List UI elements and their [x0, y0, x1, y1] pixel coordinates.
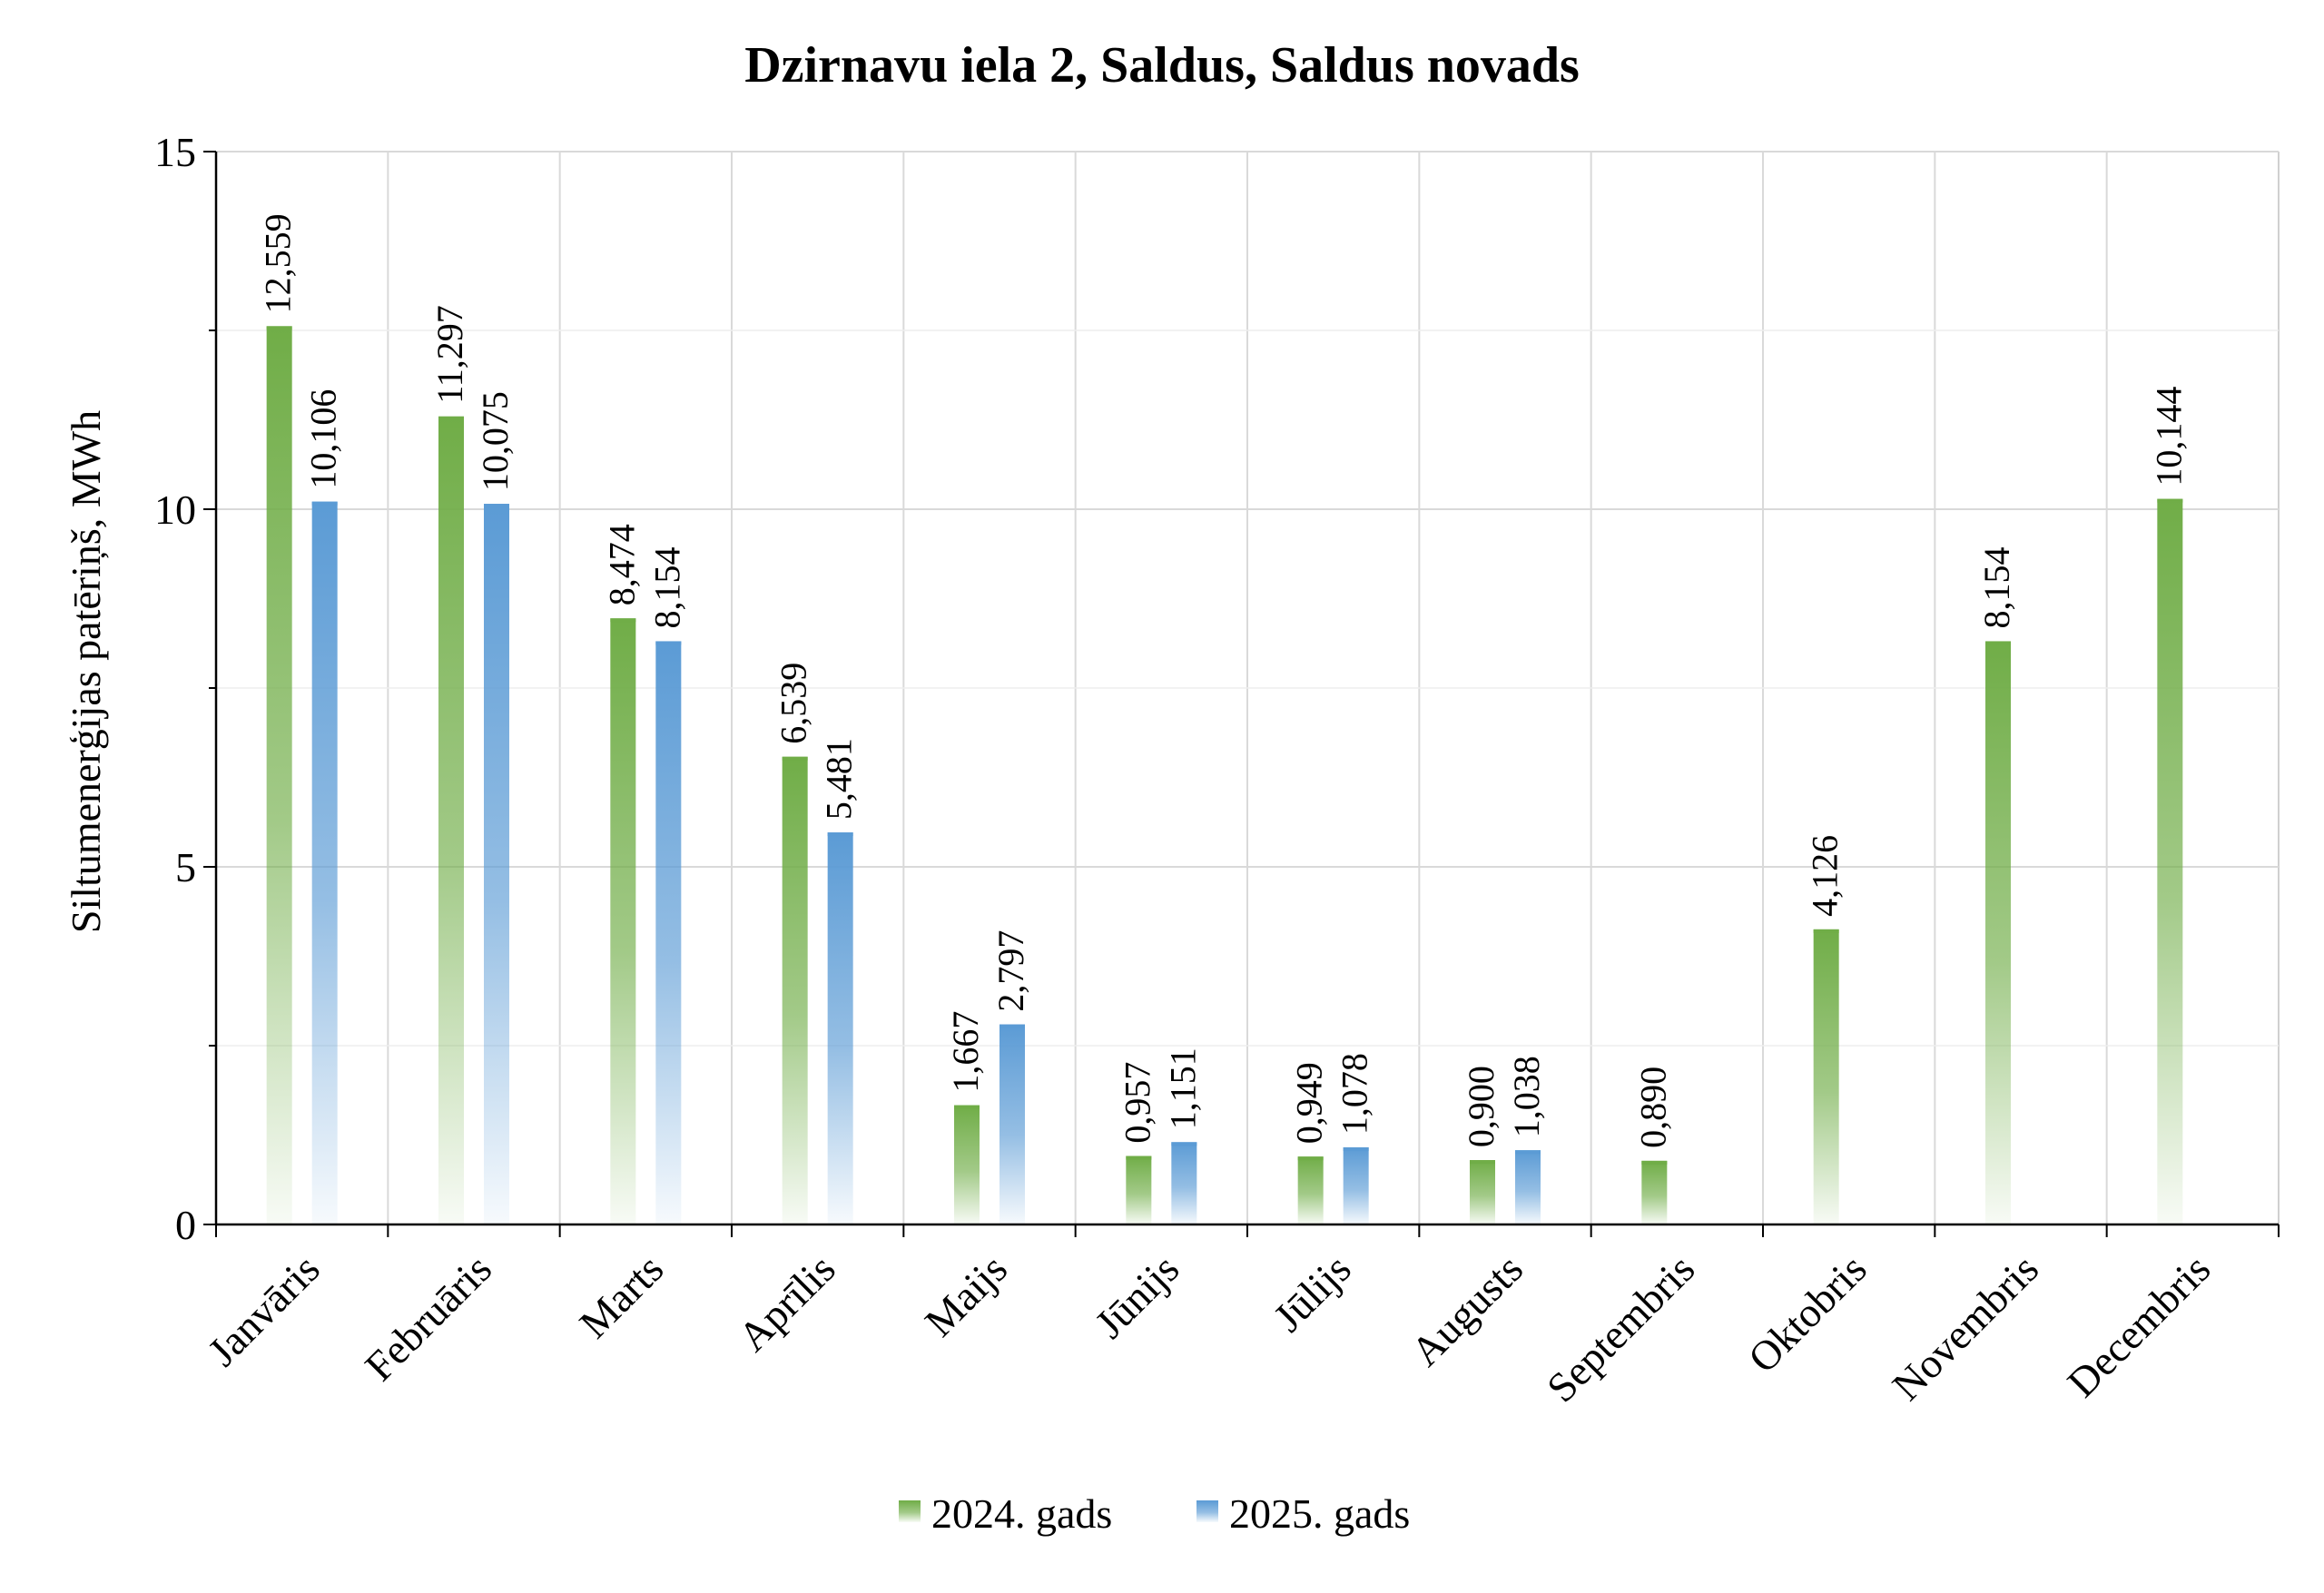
- bar-cap: [1171, 1142, 1197, 1146]
- y-tick-label: 0: [175, 1202, 196, 1248]
- data-label: 8,474: [601, 524, 642, 605]
- x-tick-label-apr-lis: Aprīlis: [729, 1245, 843, 1360]
- legend: 2024. gads 2025. gads: [899, 1490, 1410, 1537]
- gridlines: [216, 151, 2280, 1224]
- x-tick-label-septembris: Septembris: [1538, 1245, 1703, 1411]
- x-tick-label-j-nijs: Jūnijs: [1086, 1245, 1187, 1347]
- bar-2025-gads-febru-ris: [484, 504, 509, 1224]
- bar-2024-gads-decembris: [2157, 498, 2183, 1224]
- data-label: 0,900: [1461, 1066, 1502, 1147]
- x-tick-label-oktobris: Oktobris: [1739, 1245, 1876, 1382]
- bar-cap: [2157, 498, 2183, 503]
- bar-2025-gads-augusts: [1515, 1150, 1541, 1224]
- x-tick-label-febru-ris: Februāris: [356, 1245, 500, 1390]
- bar-2025-gads-apr-lis: [827, 832, 853, 1224]
- data-label: 8,154: [646, 546, 687, 628]
- data-label: 0,957: [1117, 1062, 1157, 1144]
- data-label: 0,949: [1289, 1062, 1330, 1144]
- data-label: 10,144: [2148, 387, 2189, 487]
- data-label: 4,126: [1805, 835, 1846, 917]
- bar-cap: [655, 641, 682, 645]
- y-tick-label: 10: [154, 487, 196, 533]
- legend-swatch-2024-gads: [899, 1500, 921, 1522]
- data-label: 11,297: [429, 305, 470, 404]
- bar-2024-gads-novembris: [1985, 641, 2011, 1224]
- data-label: 12,559: [258, 213, 299, 313]
- bar-cap: [782, 756, 808, 761]
- bar-2025-gads-marts: [655, 641, 682, 1224]
- data-label: 10,075: [475, 391, 516, 491]
- bars: [266, 326, 2183, 1224]
- x-tick-label-marts: Marts: [570, 1245, 672, 1347]
- data-label: 2,797: [990, 930, 1031, 1012]
- bar-2024-gads-marts: [610, 618, 636, 1224]
- chart-title: Dzirnavu iela 2, Saldus, Saldus novads: [744, 37, 1580, 93]
- data-label: 1,078: [1334, 1053, 1375, 1135]
- data-label: 10,106: [303, 389, 344, 489]
- data-label: 0,890: [1632, 1067, 1673, 1148]
- bar-cap: [1515, 1150, 1541, 1155]
- bar-cap: [1297, 1156, 1324, 1161]
- x-tick-label-augusts: Augusts: [1402, 1245, 1531, 1375]
- bar-cap: [266, 326, 292, 330]
- bar-2024-gads-janv-ris: [266, 326, 292, 1224]
- bar-cap: [1343, 1147, 1369, 1152]
- bar-cap: [484, 504, 509, 508]
- data-label: 5,481: [819, 738, 860, 820]
- bar-cap: [1470, 1160, 1495, 1165]
- data-label: 1,667: [945, 1011, 986, 1093]
- bar-cap: [954, 1105, 980, 1109]
- bar-2025-gads-maijs: [1000, 1024, 1025, 1224]
- data-label: 6,539: [773, 663, 814, 744]
- data-label: 8,154: [1976, 546, 2017, 628]
- data-label: 1,038: [1506, 1056, 1547, 1137]
- x-tick-label-decembris: Decembris: [2058, 1245, 2219, 1406]
- bar-cap: [827, 832, 853, 837]
- bar-2024-gads-oktobris: [1813, 929, 1839, 1224]
- x-tick-label-j-lijs: Jūlijs: [1265, 1245, 1360, 1341]
- data-label: 1,151: [1162, 1047, 1203, 1129]
- x-tick-label-maijs: Maijs: [916, 1245, 1016, 1345]
- y-tick-label: 15: [154, 129, 196, 175]
- bar-2025-gads-j-nijs: [1171, 1142, 1197, 1224]
- bar-cap: [1985, 641, 2011, 645]
- bar-2024-gads-j-nijs: [1126, 1155, 1152, 1224]
- y-tick-label: 5: [175, 844, 196, 890]
- bar-cap: [1813, 929, 1839, 933]
- bar-cap: [610, 618, 636, 623]
- legend-label-2025-gads: 2025. gads: [1229, 1490, 1410, 1537]
- bar-2024-gads-apr-lis: [782, 756, 808, 1224]
- bar-cap: [1000, 1024, 1025, 1028]
- bar-2024-gads-febru-ris: [438, 416, 464, 1224]
- bar-2025-gads-janv-ris: [311, 501, 338, 1224]
- bar-2024-gads-maijs: [954, 1105, 980, 1224]
- axes: 0 5 10 15 Janvāris Februāris Marts Aprīlis Maijs…: [154, 129, 2280, 1411]
- bar-2025-gads-j-lijs: [1343, 1147, 1369, 1224]
- data-labels: 12,559 11,297 8,474 6,539 1,667 0,957 0,949 0,9…: [258, 213, 2190, 1148]
- bar-2024-gads-septembris: [1641, 1160, 1668, 1224]
- bar-2024-gads-augusts: [1470, 1160, 1495, 1224]
- bar-cap: [1126, 1155, 1152, 1160]
- x-tick-label-janv-ris: Janvāris: [199, 1245, 329, 1375]
- bar-2024-gads-j-lijs: [1297, 1156, 1324, 1224]
- legend-label-2024-gads: 2024. gads: [931, 1490, 1112, 1537]
- x-tick-label-novembris: Novembris: [1883, 1245, 2047, 1410]
- bar-cap: [311, 501, 338, 506]
- legend-swatch-2025-gads: [1196, 1500, 1218, 1522]
- bar-cap: [438, 416, 464, 420]
- bar-cap: [1641, 1160, 1668, 1165]
- y-axis-label: Siltumenerģijas patēriņš, MWh: [63, 410, 109, 933]
